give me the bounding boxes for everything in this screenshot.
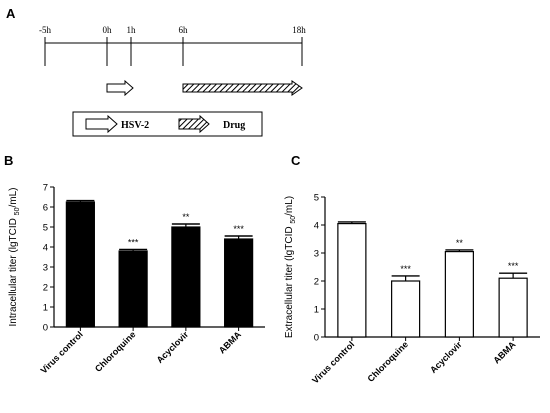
y-axis-title: Extracellular titer (lgTCID 50/mL) bbox=[284, 196, 297, 338]
y-tick-label: 4 bbox=[43, 243, 48, 254]
y-tick-label: 3 bbox=[43, 263, 48, 274]
legend-drug-label: Drug bbox=[223, 120, 245, 131]
timeline-label: 1h bbox=[127, 25, 137, 35]
category-label: Chloroquine bbox=[93, 329, 138, 374]
bar bbox=[224, 238, 254, 328]
y-tick-label: 4 bbox=[314, 221, 319, 232]
legend-virus-label: HSV-2 bbox=[121, 120, 149, 131]
bar bbox=[171, 226, 201, 328]
chart-b: 0 1 2 3 4 5 6 7 Intracellular titer (lgTCID 50/m… bbox=[8, 183, 265, 376]
y-tick-label: 6 bbox=[43, 203, 48, 214]
legend-drug-icon bbox=[178, 114, 210, 134]
significance-label: ** bbox=[182, 212, 190, 222]
bar bbox=[65, 201, 95, 328]
y-tick-label: 5 bbox=[314, 193, 319, 204]
y-axis-title-subscript: 50 bbox=[14, 207, 21, 215]
significance-label: *** bbox=[128, 237, 139, 247]
panel-c-letter: C bbox=[291, 153, 301, 168]
panel-a-letter: A bbox=[6, 6, 16, 21]
y-tick-label: 2 bbox=[43, 283, 48, 294]
panel-c: C 0 1 2 3 4 5 Extracellular titer (lgTCID 50/m… bbox=[284, 153, 540, 386]
bar bbox=[337, 223, 367, 338]
drug-arrow-icon bbox=[182, 80, 303, 96]
legend-virus-icon bbox=[85, 114, 118, 134]
chart-c: 0 1 2 3 4 5 Extracellular titer (lgTCID 50/mL)… bbox=[284, 193, 540, 386]
category-label: Chloroquine bbox=[365, 339, 410, 384]
y-axis-title: Intracellular titer (lgTCID 50/mL) bbox=[8, 188, 21, 327]
timeline-label: -5h bbox=[39, 25, 51, 35]
significance-label: *** bbox=[400, 264, 411, 274]
category-label: Acyclovir bbox=[155, 329, 191, 365]
y-tick-label: 7 bbox=[43, 183, 48, 194]
y-axis-title-unit: /mL) bbox=[8, 188, 19, 208]
y-tick-label: 2 bbox=[314, 277, 319, 288]
category-label: ABMA bbox=[217, 329, 244, 356]
y-tick-label: 5 bbox=[43, 223, 48, 234]
y-axis-title-main: Extracellular titer (lgTCID bbox=[284, 224, 295, 338]
y-axis-title-main: Intracellular titer (lgTCID bbox=[8, 215, 19, 326]
virus-arrow-icon bbox=[106, 79, 134, 97]
timeline-label: 0h bbox=[103, 25, 113, 35]
panel-b: B 0 1 2 3 4 5 6 7 Intracellular titer (lgTCID 50… bbox=[4, 153, 265, 376]
timeline-label: 6h bbox=[179, 25, 189, 35]
panel-b-letter: B bbox=[4, 153, 13, 168]
y-tick-label: 1 bbox=[314, 305, 319, 316]
y-tick-label: 0 bbox=[314, 333, 319, 344]
significance-label: *** bbox=[508, 261, 519, 271]
panel-a: A -5h 0h 1h 6h 18h HSV-2 Drug bbox=[6, 6, 306, 137]
y-axis-title-unit: /mL) bbox=[284, 196, 295, 216]
category-label: Virus control bbox=[39, 329, 85, 375]
y-tick-label: 0 bbox=[43, 323, 48, 334]
category-label: Acyclovir bbox=[428, 339, 464, 375]
category-label: ABMA bbox=[491, 339, 518, 366]
y-tick-label: 3 bbox=[314, 249, 319, 260]
significance-label: ** bbox=[456, 238, 464, 248]
bar bbox=[498, 277, 528, 338]
category-label: Virus control bbox=[310, 339, 356, 385]
bar bbox=[444, 251, 474, 338]
timeline-label: 18h bbox=[292, 25, 306, 35]
significance-label: *** bbox=[233, 224, 244, 234]
y-axis-title-subscript: 50 bbox=[290, 216, 297, 224]
y-tick-label: 1 bbox=[43, 303, 48, 314]
bar bbox=[391, 280, 421, 338]
bar bbox=[118, 250, 148, 328]
